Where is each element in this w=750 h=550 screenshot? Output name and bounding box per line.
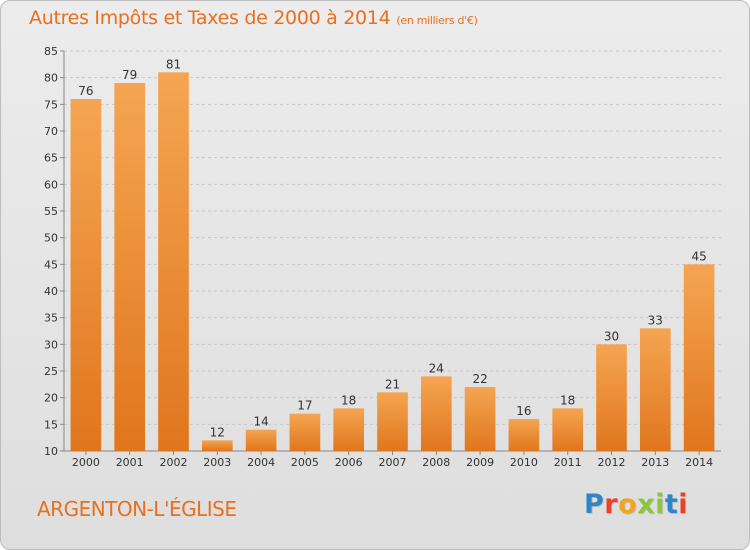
logo-letter: x [637,489,656,520]
y-tick-label-30: 30 [44,338,58,351]
x-tick-label-2000: 2000 [72,456,100,469]
bar-2011 [552,408,584,451]
bar-2010 [508,419,540,451]
x-tick-label-2001: 2001 [116,456,144,469]
logo-letter: P [584,489,605,520]
y-tick-label-10: 10 [44,445,58,458]
data-label-2001: 79 [122,68,137,82]
y-tick-label-75: 75 [44,98,58,111]
x-tick-label-2014: 2014 [685,456,713,469]
bar-2005 [289,413,321,451]
y-tick-label-70: 70 [44,125,58,138]
x-tick-label-2011: 2011 [554,456,582,469]
data-label-2013: 33 [648,313,663,327]
data-label-2002: 81 [166,57,181,71]
chart-subtitle: (en milliers d'€) [396,14,478,27]
data-label-2010: 16 [516,404,531,418]
y-tick-label-15: 15 [44,418,58,431]
bar-2014 [683,264,715,451]
y-tick-label-80: 80 [44,72,58,85]
data-label-2012: 30 [604,329,619,343]
data-label-2000: 76 [78,84,93,98]
bar-2006 [333,408,365,451]
y-tick-label-40: 40 [44,285,58,298]
y-tick-label-35: 35 [44,312,58,325]
data-label-2014: 45 [691,249,706,263]
x-tick-label-2010: 2010 [510,456,538,469]
x-tick-label-2012: 2012 [598,456,626,469]
data-label-2008: 24 [429,361,444,375]
bar-2012 [596,344,627,451]
x-tick-label-2008: 2008 [422,456,450,469]
bar-2003 [201,440,233,451]
chart-title: Autres Impôts et Taxes de 2000 à 2014 (en… [29,7,478,29]
logo-letter: t [664,489,679,520]
x-tick-label-2013: 2013 [641,456,669,469]
y-tick-label-85: 85 [44,45,58,58]
y-tick-label-55: 55 [44,205,58,218]
data-label-2005: 17 [297,399,312,413]
x-tick-label-2009: 2009 [466,456,494,469]
data-label-2006: 18 [341,393,356,407]
logo-letter: o [618,489,638,520]
y-tick-label-65: 65 [44,152,58,165]
y-tick-label-60: 60 [44,178,58,191]
bar-2008 [420,376,452,451]
y-tick-label-25: 25 [44,365,58,378]
bar-2009 [464,387,496,451]
chart-title-text: Autres Impôts et Taxes de 2000 à 2014 [29,7,391,29]
y-tick-label-50: 50 [44,232,58,245]
data-label-2007: 21 [385,377,400,391]
y-tick-label-20: 20 [44,392,58,405]
data-label-2004: 14 [253,415,268,429]
bar-2007 [377,392,408,451]
data-label-2003: 12 [210,425,225,439]
logo-letter: i [678,489,689,520]
x-tick-label-2003: 2003 [203,456,231,469]
x-tick-label-2005: 2005 [291,456,319,469]
data-label-2011: 18 [560,393,575,407]
bar-2002 [158,72,189,451]
x-tick-label-2007: 2007 [379,456,407,469]
location-name: ARGENTON-L'ÉGLISE [37,497,237,521]
x-tick-label-2002: 2002 [160,456,188,469]
bar-2004 [245,429,277,451]
x-tick-label-2004: 2004 [247,456,275,469]
data-label-2009: 22 [472,372,487,386]
logo-letter: i [655,489,665,520]
bar-2001 [114,83,146,451]
y-tick-label-45: 45 [44,258,58,271]
bar-2000 [70,99,102,451]
bar-2013 [639,328,671,451]
logo-letter: r [604,489,619,520]
proxiti-logo: Proxiti [584,489,688,520]
x-tick-label-2006: 2006 [335,456,363,469]
